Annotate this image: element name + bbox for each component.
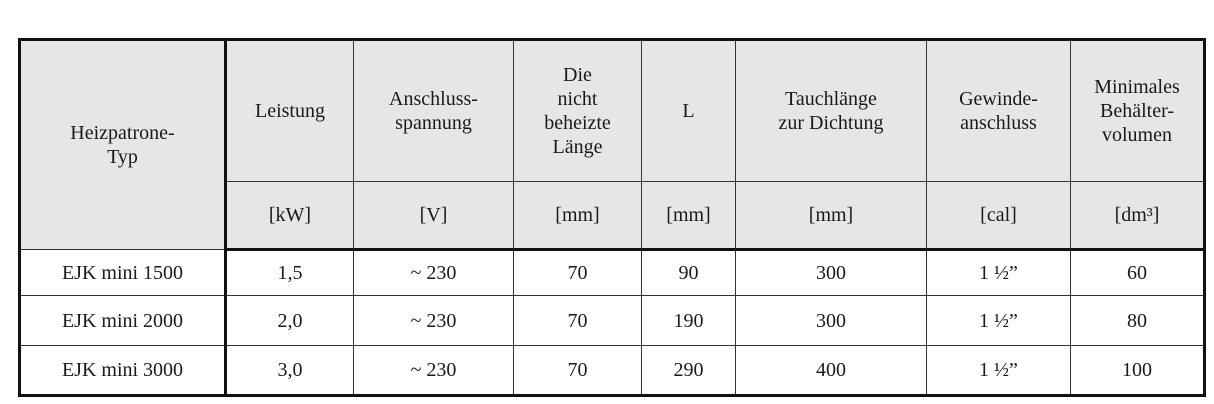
unit-l: [mm] <box>641 181 736 251</box>
cell: 1 ½” <box>926 345 1071 396</box>
cell: ~ 230 <box>353 249 514 296</box>
table-row: EJK mini 3000 3,0 ~ 230 70 290 400 1 ½” … <box>19 345 1205 396</box>
unit-thread: [cal] <box>926 181 1071 251</box>
cell: 70 <box>513 249 642 296</box>
cell: ~ 230 <box>353 295 514 346</box>
cell: 70 <box>513 345 642 396</box>
cell: 70 <box>513 295 642 346</box>
cell: 300 <box>735 249 927 296</box>
unit-unheated-length: [mm] <box>513 181 642 251</box>
unit-min-volume: [dm³] <box>1070 181 1205 251</box>
cell: 60 <box>1070 249 1205 296</box>
cell-type: EJK mini 1500 <box>19 249 227 296</box>
heater-spec-table: Heizpatrone- Typ Leistung Anschluss- spa… <box>18 38 1206 397</box>
cell: 80 <box>1070 295 1205 346</box>
header-voltage: Anschluss- spannung <box>353 39 514 182</box>
cell: 1 ½” <box>926 249 1071 296</box>
unit-voltage: [V] <box>353 181 514 251</box>
cell: 190 <box>641 295 736 346</box>
cell: 3,0 <box>225 345 354 396</box>
cell-type: EJK mini 2000 <box>19 295 227 346</box>
header-unheated-length: Die nicht beheizte Länge <box>513 39 642 182</box>
cell: 1 ½” <box>926 295 1071 346</box>
header-min-volume: Minimales Behälter- volumen <box>1070 39 1205 182</box>
header-l: L <box>641 39 736 182</box>
header-row: Heizpatrone- Typ Leistung Anschluss- spa… <box>19 39 1205 250</box>
cell: ~ 230 <box>353 345 514 396</box>
unit-power: [kW] <box>225 181 354 251</box>
unit-immersion-length: [mm] <box>735 181 927 251</box>
header-power: Leistung <box>225 39 354 182</box>
header-immersion-length: Tauchlänge zur Dichtung <box>735 39 927 182</box>
unit-row: [kW] [V] [mm] [mm] [mm] [cal] [dm³] <box>20 181 1205 251</box>
table-row: EJK mini 2000 2,0 ~ 230 70 190 300 1 ½” … <box>19 295 1205 346</box>
header-type: Heizpatrone- Typ <box>19 39 227 250</box>
cell-type: EJK mini 3000 <box>19 345 227 396</box>
cell: 290 <box>641 345 736 396</box>
cell: 90 <box>641 249 736 296</box>
cell: 300 <box>735 295 927 346</box>
table-row: EJK mini 1500 1,5 ~ 230 70 90 300 1 ½” 6… <box>19 249 1205 296</box>
cell: 2,0 <box>225 295 354 346</box>
cell: 1,5 <box>225 249 354 296</box>
cell: 100 <box>1070 345 1205 396</box>
header-thread: Gewinde- anschluss <box>926 39 1071 182</box>
cell: 400 <box>735 345 927 396</box>
